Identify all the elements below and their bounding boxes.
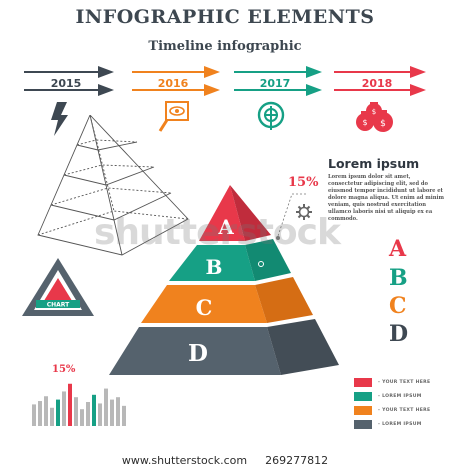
legend-label: - YOUR TEXT HERE: [378, 407, 431, 413]
side-letter-d: D: [389, 321, 409, 347]
pyramid-letter-a: A: [218, 215, 234, 239]
footer-site: www.shutterstock.com: [121, 453, 248, 467]
bar: [122, 405, 126, 426]
legend-row: - YOUR TEXT HERE: [354, 377, 430, 387]
year-2017: 2017: [259, 77, 291, 90]
pyramid-level-c-front: [141, 285, 267, 323]
page-title: INFOGRAPHIC ELEMENTS: [75, 6, 375, 28]
badge-text: CHART: [47, 302, 70, 309]
bar: [92, 394, 96, 426]
svg-text:$: $: [362, 118, 367, 127]
bar: [68, 383, 72, 426]
bar: [98, 403, 102, 426]
pyramid-level-d-front: [109, 327, 281, 375]
callout-leader: [276, 193, 306, 240]
side-letter-b: B: [389, 265, 408, 291]
side-letter-a: A: [389, 236, 407, 262]
pyramid-letter-d: D: [188, 340, 208, 367]
bar-chart: [32, 383, 126, 426]
pyramid-level-c-side: [255, 277, 313, 323]
target-icon: [257, 101, 285, 130]
bar: [38, 401, 42, 426]
bar: [62, 391, 66, 426]
lorem-body: Lorem ipsum dolor sit amet, consectetur …: [328, 174, 444, 222]
timeline-arrow-2018: [334, 66, 426, 96]
pyramid-level-b-front: [169, 245, 255, 281]
svg-text:$: $: [380, 119, 386, 129]
side-letter-c: C: [389, 293, 407, 319]
bar: [86, 402, 90, 426]
legend-swatch: [354, 419, 372, 429]
gear-icon: [296, 204, 312, 220]
year-2015: 2015: [50, 77, 82, 90]
pyramid-level-b-side: [245, 239, 291, 281]
footer-id: 269277812: [265, 453, 329, 467]
timeline-arrow-2015: [24, 66, 114, 96]
bar: [44, 396, 48, 426]
timeline: [24, 66, 426, 96]
legend-row: - LOREM IPSUM: [354, 391, 422, 401]
lightning-icon: [51, 102, 68, 136]
timeline-arrow-2017: [234, 66, 322, 96]
pyramid-level-d-side: [267, 319, 339, 375]
legend-label: - LOREM IPSUM: [378, 393, 422, 399]
pyramid-level-a-front: [199, 185, 245, 241]
chart-triangle-badge: CHART: [22, 258, 94, 316]
pyramid-letter-b: B: [205, 255, 223, 279]
bar: [32, 404, 36, 426]
legend-label: - YOUR TEXT HERE: [378, 379, 431, 385]
lorem-title: Lorem ipsum: [328, 156, 420, 171]
year-2018: 2018: [361, 77, 393, 90]
legend-row: - YOUR TEXT HERE: [354, 405, 430, 415]
year-2016: 2016: [157, 77, 189, 90]
bar: [80, 409, 84, 426]
footer: www.shutterstock.com 269277812: [0, 450, 450, 470]
eye-magnifier-icon: [158, 101, 189, 132]
page-subtitle: Timeline infographic: [148, 39, 302, 54]
legend-label: - LOREM IPSUM: [378, 421, 422, 427]
bar: [104, 388, 108, 426]
bar: [50, 407, 54, 426]
bar: [110, 399, 114, 426]
legend-swatch: [354, 405, 372, 415]
bar-chart-percent-label: 15%: [52, 364, 76, 375]
bar: [56, 399, 60, 426]
bar: [116, 397, 120, 426]
money-bags-icon: $ $ $: [356, 102, 393, 132]
color-pyramid: [109, 185, 339, 375]
wireframe-pyramid: [37, 115, 189, 256]
legend-row: - LOREM IPSUM: [354, 419, 422, 429]
timeline-arrow-2016: [132, 66, 220, 96]
pyramid-percent-label: 15%: [288, 175, 319, 190]
pyramid-letter-c: C: [195, 295, 213, 320]
legend-swatch: [354, 377, 372, 387]
svg-text:$: $: [372, 108, 376, 116]
pyramid-level-a-side: [230, 185, 271, 241]
bar: [74, 397, 78, 426]
legend-swatch: [354, 391, 372, 401]
